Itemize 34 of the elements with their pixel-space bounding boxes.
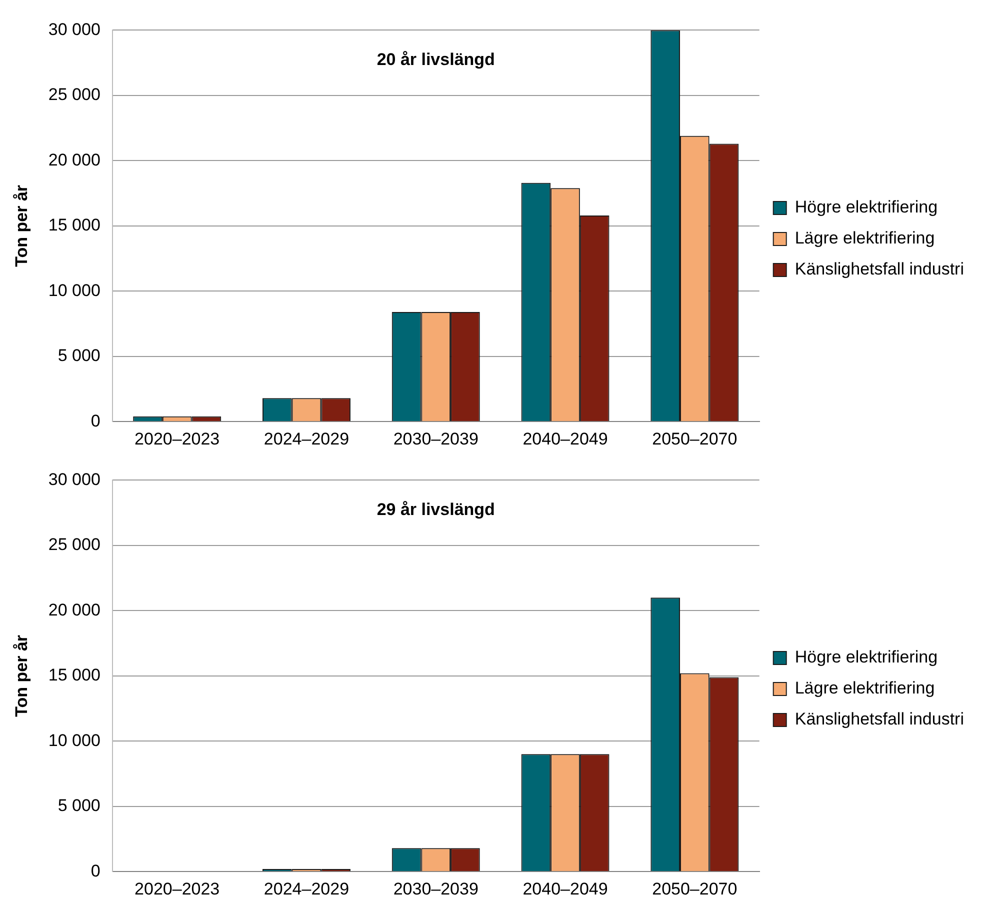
x-tick-label: 2030–2039 bbox=[393, 429, 478, 448]
x-tick-label: 2050–2070 bbox=[652, 879, 738, 898]
y-tick-label: 10 000 bbox=[48, 730, 100, 750]
y-tick-label: 0 bbox=[90, 861, 100, 880]
legend-label: Högre elektrifiering bbox=[794, 648, 938, 667]
x-tick-label: 2020–2023 bbox=[134, 879, 220, 898]
text: 20 år livslängd bbox=[376, 50, 495, 69]
legend-label: Känslighetsfall industri bbox=[794, 710, 964, 729]
y-axis-title: Ton per år bbox=[12, 184, 31, 267]
legend-label: Känslighetsfall industri bbox=[794, 260, 964, 279]
x-tick-label: 2040–2049 bbox=[522, 429, 608, 448]
x-tick-label: 2050–2070 bbox=[652, 429, 738, 448]
y-tick-label: 5 000 bbox=[58, 796, 100, 816]
y-tick-label: 15 000 bbox=[48, 216, 100, 235]
y-tick-label: 30 000 bbox=[48, 470, 100, 489]
y-tick-label: 20 000 bbox=[48, 150, 100, 170]
y-tick-label: 30 000 bbox=[48, 20, 100, 39]
x-tick-label: 2030–2039 bbox=[393, 879, 478, 898]
x-tick-label: 2024–2029 bbox=[264, 429, 350, 448]
legend-label: Lägre elektrifiering bbox=[794, 228, 935, 248]
legend-label: Högre elektrifiering bbox=[794, 198, 938, 217]
x-tick-label: 2020–2023 bbox=[134, 429, 220, 448]
text: 29 år livslängd bbox=[376, 500, 495, 519]
y-tick-label: 25 000 bbox=[48, 85, 100, 104]
x-tick-label: 2024–2029 bbox=[264, 879, 350, 898]
y-tick-label: 15 000 bbox=[48, 666, 100, 685]
x-tick-label: 2040–2049 bbox=[522, 879, 608, 898]
y-tick-label: 25 000 bbox=[48, 535, 100, 554]
y-tick-label: 10 000 bbox=[48, 280, 100, 300]
y-tick-label: 5 000 bbox=[58, 346, 100, 366]
y-axis-title: Ton per år bbox=[12, 634, 31, 717]
legend-label: Lägre elektrifiering bbox=[794, 678, 935, 698]
y-tick-label: 20 000 bbox=[48, 600, 100, 620]
y-tick-label: 0 bbox=[90, 411, 100, 430]
